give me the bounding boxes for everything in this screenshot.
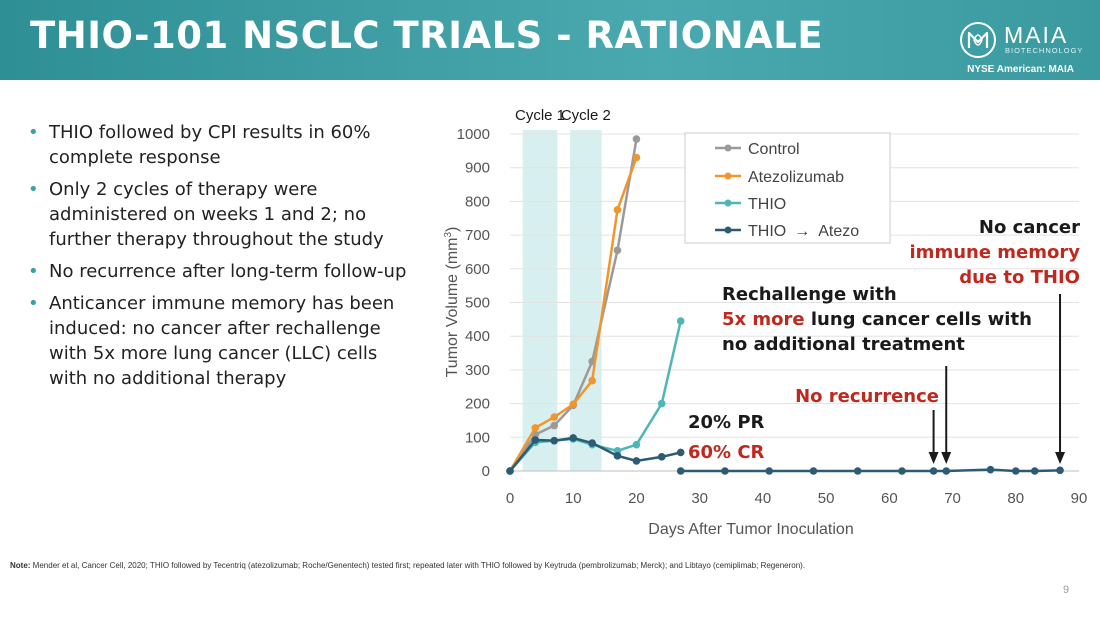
series-atezolizumab-point: [569, 400, 578, 409]
y-axis-label: Tumor Volume (mm3): [443, 227, 461, 378]
series-thio-atezo-point: [676, 448, 685, 457]
series-control-point: [632, 135, 641, 143]
x-tick-label: 10: [565, 490, 582, 507]
y-tick-label: 500: [465, 295, 490, 312]
rechallenge-line2: 5x more lung cancer cells with: [722, 309, 1032, 330]
header-banner: THIO-101 NSCLC TRIALS - RATIONALE MAIA B…: [0, 0, 1100, 80]
bullet-item: No recurrence after long-term follow-up: [26, 259, 418, 284]
x-tick-label: 20: [628, 490, 645, 507]
x-tick-label: 90: [1071, 490, 1088, 507]
series-control-point: [613, 246, 622, 255]
no-cancer-annotation: No cancer: [979, 217, 1080, 238]
due-to-thio-annotation: due to THIO: [959, 267, 1080, 288]
series-thio-atezo-point: [657, 453, 666, 461]
y-tick-label: 700: [465, 227, 490, 244]
series-thio-atezo-point: [632, 457, 641, 465]
series-thio-atezo-point: [1011, 467, 1020, 475]
x-tick-label: 30: [691, 490, 708, 507]
x-tick-label: 0: [506, 490, 514, 507]
footnote: Note: Mender et al, Cancer Cell, 2020; T…: [10, 561, 806, 570]
arrowhead-icon: [1055, 452, 1066, 464]
logo-subtitle: BIOTECHNOLOGY: [1005, 46, 1084, 55]
legend: Control Atezolizumab THIO THIO → Atezo: [684, 132, 891, 244]
y-tick-label: 1000: [457, 126, 490, 143]
series-thio-atezo-line: [680, 468, 1061, 473]
series-thio-atezo-point: [929, 467, 938, 475]
bullet-item: Only 2 cycles of therapy were administer…: [26, 177, 418, 252]
logo-wordmark: MAIA: [1004, 22, 1069, 48]
x-tick-label: 40: [755, 490, 772, 507]
y-tick-label: 900: [465, 160, 490, 177]
cycle-band: [570, 130, 602, 471]
arrowhead-icon: [941, 452, 952, 464]
y-tick-label: 300: [465, 362, 490, 379]
x-tick-label: 80: [1007, 490, 1024, 507]
rechallenge-line3: no additional treatment: [722, 334, 965, 355]
page-title: THIO-101 NSCLC TRIALS - RATIONALE: [30, 14, 824, 57]
x-axis-label: Days After Tumor Inoculation: [648, 521, 853, 538]
cycle-label: Cycle 1: [515, 107, 565, 124]
y-tick-label: 100: [465, 429, 490, 446]
y-tick-label: 0: [482, 463, 490, 480]
legend-entry-thio-atezo: THIO → Atezo: [748, 223, 859, 240]
pr-annotation: 20% PR: [688, 412, 765, 433]
legend-entry-atezolizumab: Atezolizumab: [748, 169, 844, 186]
bullet-list: THIO followed by CPI results in 60% comp…: [26, 120, 418, 398]
series-atezolizumab-point: [632, 153, 641, 162]
series-atezolizumab-point: [613, 206, 622, 214]
legend-entry-control: Control: [748, 141, 800, 158]
x-tick-label: 50: [818, 490, 835, 507]
y-tick-label: 600: [465, 261, 490, 278]
series-thio-atezo-point: [898, 467, 906, 475]
page-number: 9: [1063, 584, 1070, 596]
y-tick-label: 200: [465, 396, 490, 413]
series-thio-atezo-point: [721, 467, 729, 475]
series-thio-atezo-point: [942, 467, 951, 475]
arrowhead-icon: [928, 452, 939, 464]
bullet-item: THIO followed by CPI results in 60% comp…: [26, 120, 418, 170]
series-thio-point: [676, 317, 685, 325]
bullet-item: Anticancer immune memory has been induce…: [26, 291, 418, 391]
y-tick-label: 800: [465, 193, 490, 210]
series-atezolizumab-point: [588, 376, 596, 385]
series-thio-atezo-point: [550, 436, 559, 445]
series-thio-atezo-point: [588, 439, 596, 447]
y-tick-label: 400: [465, 328, 490, 345]
cr-annotation: 60% CR: [688, 442, 765, 463]
rechallenge-line1: Rechallenge with: [722, 284, 897, 305]
series-thio-atezo-point: [1056, 466, 1064, 475]
series-thio-point: [657, 399, 666, 408]
series-thio-atezo-point: [613, 452, 622, 460]
series-thio-atezo-point: [986, 465, 995, 474]
series-thio-atezo-point: [506, 467, 514, 475]
series-control-point: [550, 421, 559, 430]
series-atezolizumab-point: [531, 424, 540, 432]
series-thio-atezo-point: [1030, 467, 1039, 475]
x-tick-label: 60: [881, 490, 898, 507]
cycle-label: Cycle 2: [561, 107, 611, 124]
cycle-band: [522, 130, 558, 471]
series-thio-atezo-point: [853, 467, 862, 475]
series-thio-atezo-point: [676, 467, 685, 475]
immune-memory-annotation: immune memory: [910, 242, 1081, 263]
series-atezolizumab-point: [550, 413, 559, 421]
series-thio-atezo-point: [809, 467, 818, 475]
maia-logo-icon: [960, 22, 996, 58]
series-thio-atezo-point: [569, 434, 578, 442]
series-thio-atezo-point: [765, 467, 774, 475]
series-thio-point: [632, 440, 641, 449]
series-thio-atezo-point: [531, 436, 540, 444]
stock-ticker: NYSE American: MAIA: [967, 64, 1074, 75]
legend-entry-thio: THIO: [748, 196, 786, 213]
no-recurrence-annotation: No recurrence: [795, 386, 939, 407]
x-tick-label: 70: [944, 490, 961, 507]
